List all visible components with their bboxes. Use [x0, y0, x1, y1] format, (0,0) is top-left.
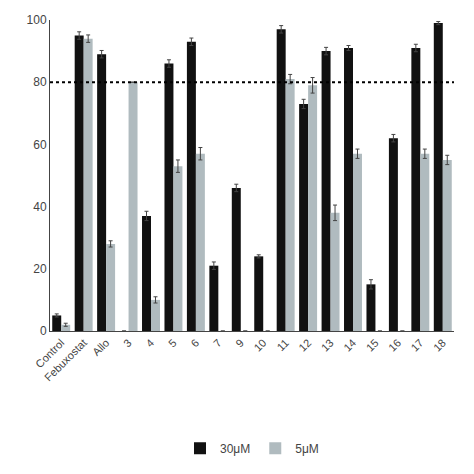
- svg-text:11: 11: [274, 337, 291, 354]
- svg-text:5: 5: [166, 337, 179, 350]
- svg-text:30μM: 30μM: [220, 442, 250, 456]
- svg-text:Control: Control: [33, 337, 67, 371]
- svg-text:40: 40: [33, 200, 47, 214]
- svg-text:5μM: 5μM: [295, 442, 319, 456]
- svg-text:9: 9: [233, 337, 246, 350]
- svg-text:7: 7: [211, 337, 224, 350]
- svg-text:13: 13: [319, 337, 336, 354]
- svg-text:17: 17: [408, 337, 425, 354]
- svg-text:16: 16: [386, 337, 403, 354]
- svg-text:18: 18: [431, 337, 448, 354]
- svg-text:14: 14: [341, 337, 358, 354]
- svg-text:4: 4: [143, 337, 156, 350]
- svg-text:20: 20: [33, 262, 47, 276]
- svg-text:Febuxostat: Febuxostat: [42, 337, 89, 384]
- svg-text:15: 15: [364, 337, 381, 354]
- svg-text:12: 12: [296, 337, 313, 354]
- svg-text:10: 10: [251, 337, 268, 354]
- svg-text:0: 0: [40, 324, 47, 338]
- svg-text:80: 80: [33, 75, 47, 89]
- svg-text:Allo: Allo: [90, 337, 111, 358]
- svg-text:3: 3: [121, 337, 134, 350]
- svg-text:6: 6: [188, 337, 201, 350]
- svg-text:100: 100: [27, 13, 47, 27]
- svg-text:60: 60: [33, 138, 47, 152]
